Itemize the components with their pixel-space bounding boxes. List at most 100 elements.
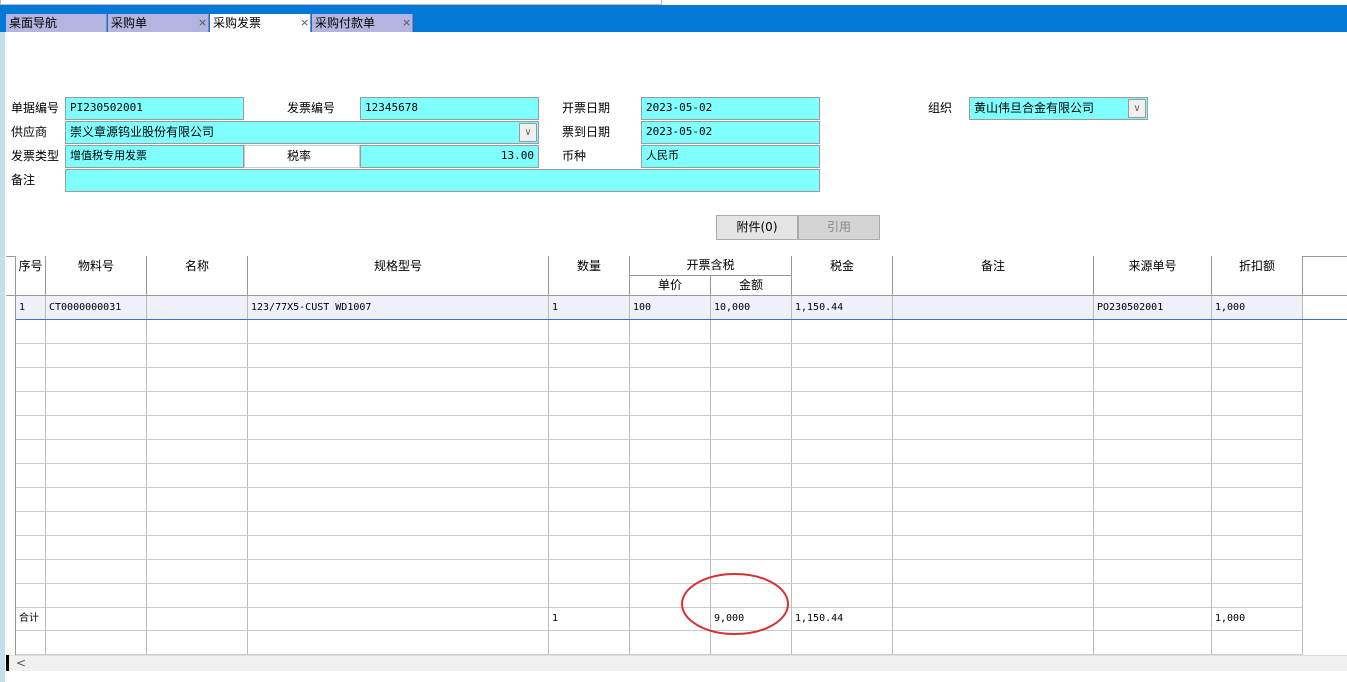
dropdown-arrow[interactable]: ∨ [1128, 99, 1146, 118]
empty-cell [248, 488, 549, 512]
empty-cell [893, 368, 1094, 392]
empty-cell [893, 464, 1094, 488]
empty-cell [1094, 392, 1212, 416]
empty-cell [893, 320, 1094, 344]
empty-cell [549, 584, 630, 608]
empty-cell [1212, 512, 1303, 536]
grid-cell: 1,000 [1212, 296, 1303, 320]
empty-cell [630, 631, 711, 655]
tab-close[interactable]: × [300, 16, 310, 29]
tab-label[interactable]: 采购单 [111, 16, 148, 30]
empty-cell [46, 464, 147, 488]
empty-cell [147, 464, 248, 488]
empty-cell [16, 392, 46, 416]
field-input[interactable]: 2023-05-02 [641, 121, 820, 144]
button[interactable]: 附件(0) [716, 215, 798, 240]
empty-cell [1212, 560, 1303, 584]
empty-cell [147, 392, 248, 416]
field-input[interactable]: 2023-05-02 [641, 97, 820, 120]
tab-label[interactable]: 采购发票 [213, 16, 262, 30]
field-input[interactable]: PI230502001 [65, 97, 244, 120]
empty-cell [893, 560, 1094, 584]
field-input[interactable]: 崇义章源钨业股份有限公司 [65, 121, 539, 144]
empty-cell [630, 560, 711, 584]
scrollbar[interactable]: < [6, 655, 1347, 671]
empty-cell [46, 320, 147, 344]
tab-close[interactable]: × [198, 16, 208, 29]
empty-cell [1094, 631, 1212, 655]
tab[interactable] [6, 14, 107, 32]
empty-cell [147, 416, 248, 440]
grid-cell: 10,000 [711, 296, 792, 320]
empty-cell [711, 584, 792, 608]
empty-cell [792, 392, 893, 416]
group-header: 开票含税 [630, 256, 792, 276]
empty-cell [549, 368, 630, 392]
column-header: 规格型号 [248, 256, 549, 296]
empty-cell [792, 584, 893, 608]
tab[interactable] [210, 14, 311, 32]
empty-cell [16, 512, 46, 536]
empty-cell [248, 392, 549, 416]
field-input[interactable]: 黄山伟旦合金有限公司 [969, 97, 1148, 120]
total-cell [893, 607, 1094, 631]
empty-cell [1094, 488, 1212, 512]
tab-close[interactable]: × [402, 16, 412, 29]
column-header: 来源单号 [1094, 256, 1212, 296]
empty-cell [711, 392, 792, 416]
empty-cell [46, 416, 147, 440]
empty-cell [630, 392, 711, 416]
empty-cell [630, 368, 711, 392]
tab-label[interactable]: 桌面导航 [9, 16, 58, 30]
tab[interactable] [312, 14, 413, 32]
empty-cell [630, 344, 711, 368]
empty-cell [549, 488, 630, 512]
empty-cell [16, 320, 46, 344]
tab[interactable] [108, 14, 209, 32]
empty-cell [1212, 536, 1303, 560]
field-input[interactable]: 增值税专用发票 [65, 145, 244, 168]
column-header: 备注 [893, 256, 1094, 296]
tab-label[interactable]: 采购付款单 [315, 16, 376, 30]
empty-cell [711, 368, 792, 392]
field-input[interactable]: 12345678 [360, 97, 539, 120]
empty-cell [549, 560, 630, 584]
empty-cell [630, 320, 711, 344]
field-input[interactable]: 13.00 [360, 145, 539, 168]
empty-cell [1212, 631, 1303, 655]
field-input[interactable] [65, 169, 820, 192]
empty-cell [147, 560, 248, 584]
grid-cell: PO230502001 [1094, 296, 1212, 320]
empty-cell [46, 440, 147, 464]
total-cell [248, 607, 549, 631]
dropdown-arrow[interactable]: ∨ [519, 123, 537, 142]
button[interactable]: 引用 [798, 215, 880, 240]
empty-cell [711, 464, 792, 488]
field-label: 开票日期 [562, 101, 611, 115]
empty-cell [630, 536, 711, 560]
empty-cell [16, 440, 46, 464]
empty-cell [147, 631, 248, 655]
field-label: 币种 [562, 149, 587, 163]
total-cell: 9,000 [711, 607, 792, 631]
empty-cell [16, 464, 46, 488]
empty-cell [147, 488, 248, 512]
empty-cell [893, 344, 1094, 368]
column-header: 序号 [16, 256, 46, 296]
empty-cell [16, 560, 46, 584]
empty-cell [549, 320, 630, 344]
total-cell [630, 607, 711, 631]
column-header: 名称 [147, 256, 248, 296]
empty-cell [248, 631, 549, 655]
total-cell: 合计 [16, 607, 46, 631]
empty-cell [893, 440, 1094, 464]
empty-cell [1094, 560, 1212, 584]
empty-cell [711, 440, 792, 464]
empty-cell [549, 631, 630, 655]
empty-cell [711, 512, 792, 536]
column-header: 单价 [630, 276, 711, 296]
empty-cell [630, 464, 711, 488]
empty-cell [46, 512, 147, 536]
field-input[interactable]: 人民币 [641, 145, 820, 168]
